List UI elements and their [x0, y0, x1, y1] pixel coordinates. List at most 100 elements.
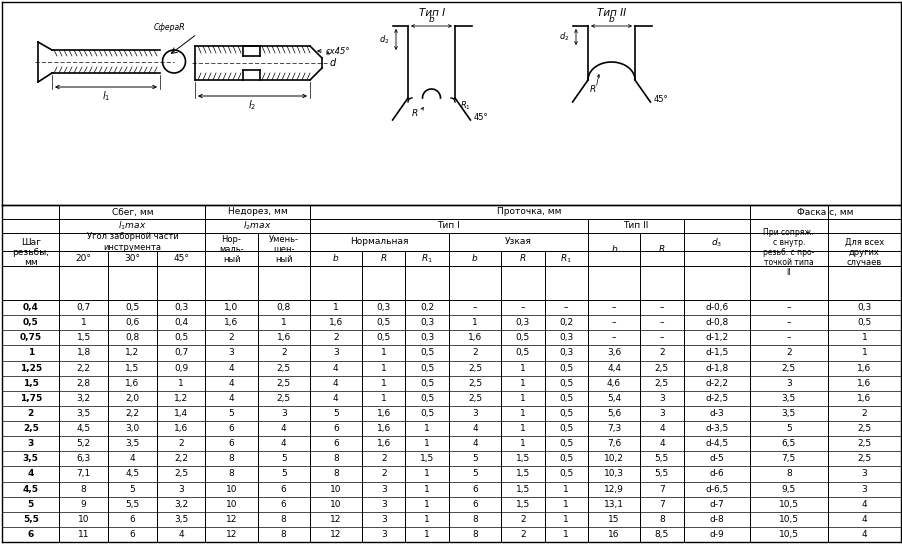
Text: 1: 1 — [81, 318, 87, 327]
Text: 5: 5 — [472, 454, 477, 463]
Text: 1: 1 — [281, 318, 286, 327]
Text: 0,7: 0,7 — [77, 303, 91, 312]
Text: 4,5: 4,5 — [23, 485, 39, 493]
Text: 0,5: 0,5 — [419, 379, 434, 388]
Text: 2: 2 — [785, 349, 791, 357]
Text: 2: 2 — [281, 349, 286, 357]
Text: 1: 1 — [381, 363, 386, 373]
Text: d-3: d-3 — [708, 409, 723, 418]
Text: 2,5: 2,5 — [276, 379, 290, 388]
Text: 4: 4 — [472, 424, 477, 433]
Text: 6: 6 — [228, 424, 235, 433]
Text: 6: 6 — [333, 424, 338, 433]
Text: 10: 10 — [226, 485, 237, 493]
Text: 4: 4 — [228, 379, 235, 388]
Text: 10: 10 — [330, 485, 341, 493]
Text: 1,0: 1,0 — [225, 303, 238, 312]
Text: 0,5: 0,5 — [558, 454, 573, 463]
Text: 5: 5 — [28, 500, 33, 509]
Text: 3: 3 — [381, 485, 386, 493]
Text: –: – — [659, 318, 663, 327]
Text: 10,5: 10,5 — [778, 500, 798, 509]
Text: b: b — [611, 245, 616, 254]
Text: 3: 3 — [658, 394, 664, 403]
Text: 7: 7 — [658, 485, 664, 493]
Text: 16: 16 — [608, 530, 619, 539]
Text: 8: 8 — [228, 469, 235, 478]
Text: 2: 2 — [658, 349, 664, 357]
Text: 2,5: 2,5 — [467, 394, 482, 403]
Text: 1,6: 1,6 — [225, 318, 238, 327]
Text: 4,5: 4,5 — [77, 424, 91, 433]
Text: 3,5: 3,5 — [781, 394, 795, 403]
Text: Шаг
резьбы,
мм: Шаг резьбы, мм — [13, 238, 49, 267]
Text: 10: 10 — [226, 500, 237, 509]
Text: 0,5: 0,5 — [419, 394, 434, 403]
Text: 0,5: 0,5 — [174, 333, 188, 342]
Text: d-0,6: d-0,6 — [704, 303, 728, 312]
Text: 3: 3 — [281, 409, 286, 418]
Text: 0,5: 0,5 — [558, 394, 573, 403]
Text: 8: 8 — [472, 530, 477, 539]
Text: Проточка, мм: Проточка, мм — [497, 207, 561, 217]
Text: Фаска c, мм: Фаска c, мм — [796, 207, 852, 217]
Text: Сбег, мм: Сбег, мм — [112, 207, 153, 217]
Text: 0,3: 0,3 — [558, 333, 573, 342]
Text: 4: 4 — [178, 530, 184, 539]
Text: 0,5: 0,5 — [419, 409, 434, 418]
Text: 1: 1 — [563, 515, 568, 524]
Text: 5,6: 5,6 — [606, 409, 621, 418]
Text: 3,5: 3,5 — [23, 454, 39, 463]
Text: 4: 4 — [27, 469, 34, 478]
Text: 1,6: 1,6 — [376, 409, 391, 418]
Text: 45°: 45° — [474, 114, 488, 122]
Text: –: – — [520, 303, 524, 312]
Text: 7,6: 7,6 — [606, 439, 621, 448]
Text: 4: 4 — [281, 424, 286, 433]
Text: 8: 8 — [281, 515, 286, 524]
Text: 4,5: 4,5 — [125, 469, 139, 478]
Text: 1,5: 1,5 — [419, 454, 434, 463]
Text: 2,5: 2,5 — [781, 363, 795, 373]
Text: d-5: d-5 — [708, 454, 723, 463]
Text: 0,3: 0,3 — [515, 318, 529, 327]
Text: 3: 3 — [472, 409, 477, 418]
Text: Нор-
маль-
ный: Нор- маль- ный — [219, 235, 244, 264]
Text: d-6,5: d-6,5 — [704, 485, 728, 493]
Text: 12: 12 — [226, 530, 237, 539]
Text: 3,5: 3,5 — [125, 439, 140, 448]
Text: $l_1$max: $l_1$max — [118, 220, 146, 232]
Text: 5: 5 — [281, 469, 286, 478]
Text: 3,5: 3,5 — [77, 409, 91, 418]
Text: 1: 1 — [472, 318, 477, 327]
Text: 1,4: 1,4 — [174, 409, 188, 418]
Text: 7: 7 — [658, 500, 664, 509]
Text: 0,7: 0,7 — [174, 349, 188, 357]
Text: 6: 6 — [281, 500, 286, 509]
Text: 1: 1 — [563, 485, 568, 493]
Text: 2,5: 2,5 — [654, 379, 668, 388]
Text: Тип II: Тип II — [597, 8, 626, 18]
Text: 1: 1 — [520, 394, 525, 403]
Text: 2,2: 2,2 — [125, 409, 139, 418]
Text: 5,5: 5,5 — [23, 515, 39, 524]
Text: 1,6: 1,6 — [856, 363, 870, 373]
Text: 1: 1 — [563, 500, 568, 509]
Text: 2: 2 — [381, 454, 386, 463]
Text: 0,3: 0,3 — [174, 303, 188, 312]
Text: d-4,5: d-4,5 — [704, 439, 727, 448]
Text: Умень-
шен-
ный: Умень- шен- ный — [269, 235, 299, 264]
Text: d-0,8: d-0,8 — [704, 318, 728, 327]
Text: 3: 3 — [28, 439, 33, 448]
Text: 8: 8 — [658, 515, 664, 524]
Text: 3,2: 3,2 — [174, 500, 188, 509]
Text: 1: 1 — [424, 485, 429, 493]
Text: 3,5: 3,5 — [174, 515, 188, 524]
Text: Тип II: Тип II — [622, 221, 648, 231]
Text: 2,5: 2,5 — [654, 363, 668, 373]
Text: 9,5: 9,5 — [781, 485, 795, 493]
Text: d-9: d-9 — [708, 530, 723, 539]
Text: 1,6: 1,6 — [125, 379, 140, 388]
Text: 7,5: 7,5 — [781, 454, 795, 463]
Text: 1: 1 — [333, 303, 338, 312]
